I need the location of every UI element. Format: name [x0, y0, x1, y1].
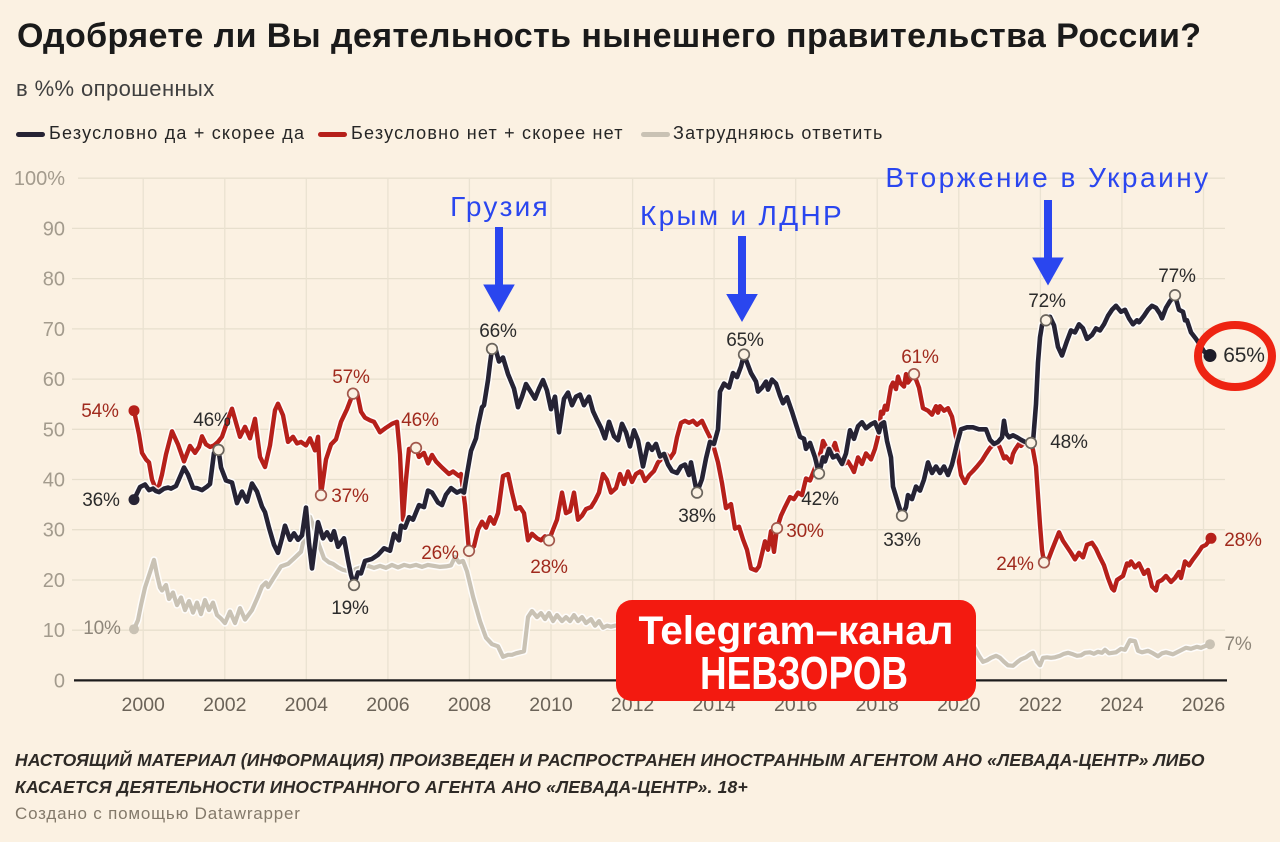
svg-text:2004: 2004 — [285, 694, 329, 716]
svg-text:100%: 100% — [14, 168, 65, 190]
svg-text:38%: 38% — [678, 506, 716, 527]
svg-text:54%: 54% — [81, 401, 119, 422]
svg-text:36%: 36% — [82, 490, 120, 511]
svg-text:60: 60 — [43, 369, 65, 391]
svg-text:57%: 57% — [332, 367, 370, 388]
svg-text:2010: 2010 — [529, 694, 573, 716]
svg-text:90: 90 — [43, 218, 65, 240]
svg-text:77%: 77% — [1158, 266, 1196, 287]
svg-text:26%: 26% — [421, 543, 459, 564]
svg-text:2022: 2022 — [1019, 694, 1062, 716]
svg-text:2024: 2024 — [1100, 694, 1144, 716]
svg-text:Telegram–канал: Telegram–канал — [639, 609, 954, 653]
svg-text:НЕВЗОРОВ: НЕВЗОРОВ — [700, 647, 908, 699]
svg-text:28%: 28% — [530, 557, 568, 578]
svg-text:61%: 61% — [901, 347, 939, 368]
svg-text:66%: 66% — [479, 321, 517, 342]
svg-text:2006: 2006 — [366, 694, 409, 716]
svg-text:50: 50 — [43, 419, 65, 441]
svg-text:37%: 37% — [331, 486, 369, 507]
svg-text:46%: 46% — [193, 410, 231, 431]
svg-text:2000: 2000 — [122, 694, 166, 716]
svg-text:46%: 46% — [401, 410, 439, 431]
svg-text:2002: 2002 — [203, 694, 246, 716]
svg-text:24%: 24% — [996, 554, 1034, 575]
svg-text:42%: 42% — [801, 489, 839, 510]
svg-text:20: 20 — [43, 570, 65, 592]
svg-text:70: 70 — [43, 319, 65, 341]
svg-text:2008: 2008 — [448, 694, 491, 716]
svg-text:80: 80 — [43, 269, 65, 291]
svg-text:10%: 10% — [83, 618, 121, 639]
svg-text:72%: 72% — [1028, 291, 1066, 312]
svg-text:Вторжение в Украину: Вторжение в Украину — [885, 162, 1210, 193]
svg-text:2026: 2026 — [1182, 694, 1225, 716]
svg-text:19%: 19% — [331, 598, 369, 619]
svg-text:40: 40 — [43, 470, 65, 492]
svg-text:7%: 7% — [1224, 634, 1251, 655]
svg-text:65%: 65% — [1223, 344, 1264, 367]
svg-text:65%: 65% — [726, 330, 764, 351]
svg-text:33%: 33% — [883, 530, 921, 551]
svg-text:Крым и ЛДНР: Крым и ЛДНР — [640, 200, 844, 231]
svg-text:28%: 28% — [1224, 530, 1262, 551]
svg-text:Грузия: Грузия — [450, 191, 550, 222]
svg-text:0: 0 — [54, 670, 65, 692]
svg-text:48%: 48% — [1050, 432, 1088, 453]
svg-text:30%: 30% — [786, 521, 824, 542]
svg-text:10: 10 — [43, 620, 65, 642]
svg-text:30: 30 — [43, 520, 65, 542]
